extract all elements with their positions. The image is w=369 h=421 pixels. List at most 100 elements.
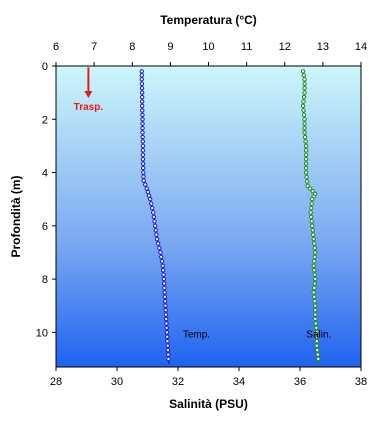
series-point: [311, 232, 316, 237]
series-point: [312, 254, 317, 260]
series-point: [309, 201, 314, 206]
series-point: [312, 285, 317, 291]
depth-tick-label: 10: [36, 327, 48, 339]
series-point: [311, 236, 316, 242]
series-point: [162, 294, 168, 300]
series-point: [160, 268, 166, 273]
series-point: [302, 125, 307, 131]
series-point: [314, 334, 319, 340]
series-point: [153, 228, 158, 233]
series-point: [148, 201, 154, 206]
series-point: [162, 290, 167, 295]
series-point: [151, 210, 156, 215]
series-point: [310, 196, 315, 202]
series-point: [139, 103, 145, 109]
series-point: [303, 161, 309, 166]
series-point: [157, 245, 162, 251]
top-tick-label: 12: [279, 41, 291, 53]
depth-tick-label: 4: [42, 168, 48, 180]
series-point: [143, 182, 148, 187]
series-point: [312, 281, 317, 286]
series-point: [305, 183, 310, 189]
series-point: [303, 157, 309, 162]
bottom-tick-label: 38: [355, 376, 367, 388]
series-point: [304, 174, 309, 180]
series-point: [301, 99, 306, 104]
series-point: [140, 134, 145, 140]
series-point: [165, 347, 171, 353]
series-point: [311, 290, 316, 295]
series-point: [144, 186, 149, 191]
series-point: [314, 343, 319, 348]
top-tick-label: 13: [317, 41, 329, 53]
series-point: [139, 77, 144, 82]
series-point: [302, 90, 307, 95]
series-point: [140, 165, 146, 171]
series-point: [141, 178, 146, 183]
series-point: [303, 139, 308, 144]
series-point: [162, 299, 168, 304]
series-point: [163, 303, 168, 308]
series-point: [141, 174, 146, 179]
series-point: [303, 143, 309, 149]
series-point: [310, 228, 315, 233]
top-axis-ticks: 6 7 8 9 10 11 12 13 14: [53, 41, 367, 66]
depth-tick-label: 8: [42, 274, 48, 286]
series-point: [141, 170, 146, 175]
series-point: [155, 241, 161, 246]
series-point: [163, 316, 169, 322]
bottom-tick-label: 36: [294, 376, 306, 388]
series-point: [303, 152, 309, 157]
series-point: [146, 193, 152, 198]
series-point: [313, 250, 318, 255]
series-point: [302, 121, 307, 126]
series-point: [154, 232, 159, 237]
series-point: [302, 130, 307, 135]
series-point: [140, 157, 146, 162]
series-point: [313, 321, 318, 326]
series-point: [140, 125, 145, 131]
transparency-annotation: Trasp.: [74, 67, 104, 113]
series-point: [139, 69, 144, 74]
top-tick-label: 8: [129, 41, 135, 53]
series-point: [140, 121, 145, 126]
series-point: [165, 343, 170, 348]
series-point: [140, 117, 145, 122]
series-point: [304, 179, 310, 184]
series-point: [312, 241, 317, 246]
series-point: [303, 148, 309, 153]
bottom-tick-label: 32: [172, 376, 184, 388]
transparency-label: Trasp.: [74, 102, 104, 113]
series-point: [307, 186, 313, 191]
series-point: [302, 117, 307, 122]
series-point: [312, 272, 317, 277]
series-point: [164, 330, 170, 335]
series-point: [308, 214, 314, 220]
series-point: [154, 236, 160, 242]
series-point: [302, 134, 308, 140]
series-point: [161, 281, 167, 286]
top-tick-label: 10: [202, 41, 214, 53]
series-point: [139, 85, 145, 91]
series-point: [164, 325, 169, 331]
series-layer: Temp. Salin.: [139, 69, 331, 365]
transparency-arrow-head: [84, 90, 93, 98]
series-point: [159, 254, 164, 260]
top-axis-title: Temperatura (°C): [160, 13, 257, 27]
series-point: [166, 356, 171, 362]
series-point: [312, 268, 317, 273]
series-point: [302, 85, 307, 91]
series-point: [313, 312, 318, 317]
top-tick-label: 14: [355, 41, 367, 53]
series-point: [301, 94, 307, 100]
series-point: [152, 223, 158, 229]
series-label-temperature: Temp.: [183, 330, 210, 341]
series-point: [303, 165, 309, 171]
series-point: [161, 276, 167, 282]
series-point: [314, 325, 319, 331]
series-point: [315, 352, 320, 357]
series-point: [164, 334, 170, 340]
top-tick-label: 6: [53, 41, 59, 53]
depth-axis-title: Profondità (m): [9, 176, 23, 258]
